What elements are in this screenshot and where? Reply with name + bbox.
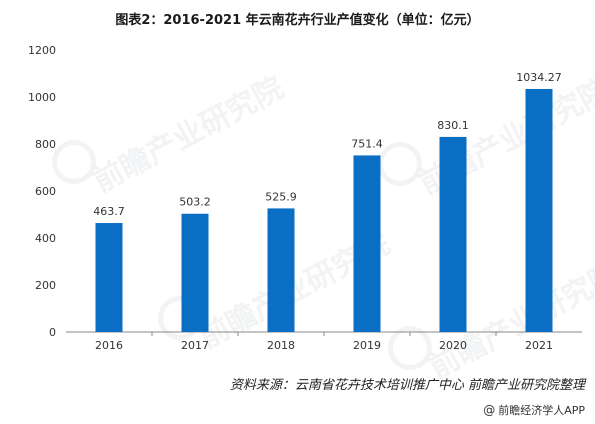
bar-2018	[267, 208, 295, 332]
data-label: 503.2	[179, 196, 211, 209]
y-tick-label: 800	[35, 138, 56, 151]
x-axis: 2016 2017 2018 2019 2020 2021	[66, 331, 582, 352]
bar-2017	[181, 213, 209, 332]
data-label: 830.1	[437, 119, 469, 132]
app-credit: @ 前瞻经济学人APP	[483, 402, 585, 418]
y-tick-label: 1000	[28, 91, 56, 104]
x-tick-label: 2019	[353, 339, 381, 352]
data-label: 463.7	[93, 205, 125, 218]
bar-2016	[95, 223, 123, 332]
x-tick-label: 2018	[267, 339, 295, 352]
y-tick-label: 200	[35, 279, 56, 292]
y-tick-label: 400	[35, 232, 56, 245]
at-sign-icon: @	[483, 403, 496, 417]
y-tick-label: 1200	[28, 44, 56, 57]
bar-2021	[525, 88, 553, 332]
data-label: 751.4	[351, 137, 383, 150]
chart-title: 图表2：2016-2021 年云南花卉行业产值变化（单位：亿元）	[115, 13, 480, 28]
data-label: 1034.27	[516, 71, 562, 84]
y-tick-label: 600	[35, 185, 56, 198]
x-tick-label: 2017	[181, 339, 209, 352]
y-tick-label: 0	[49, 326, 56, 339]
bar-2020	[439, 136, 467, 332]
app-credit-label: 前瞻经济学人APP	[498, 404, 585, 417]
bars	[95, 88, 553, 332]
x-tick-label: 2020	[439, 339, 467, 352]
source-note: 资料来源：云南省花卉技术培训推广中心 前瞻产业研究院整理	[229, 378, 585, 393]
y-axis: 0 200 400 600 800 1000 1200	[28, 44, 56, 339]
x-tick-label: 2021	[525, 339, 553, 352]
bar-2019	[353, 155, 381, 332]
data-label: 525.9	[265, 190, 297, 203]
x-tick-label: 2016	[95, 339, 123, 352]
value-labels: 463.7 503.2 525.9 751.4 830.1 1034.27	[93, 71, 562, 218]
